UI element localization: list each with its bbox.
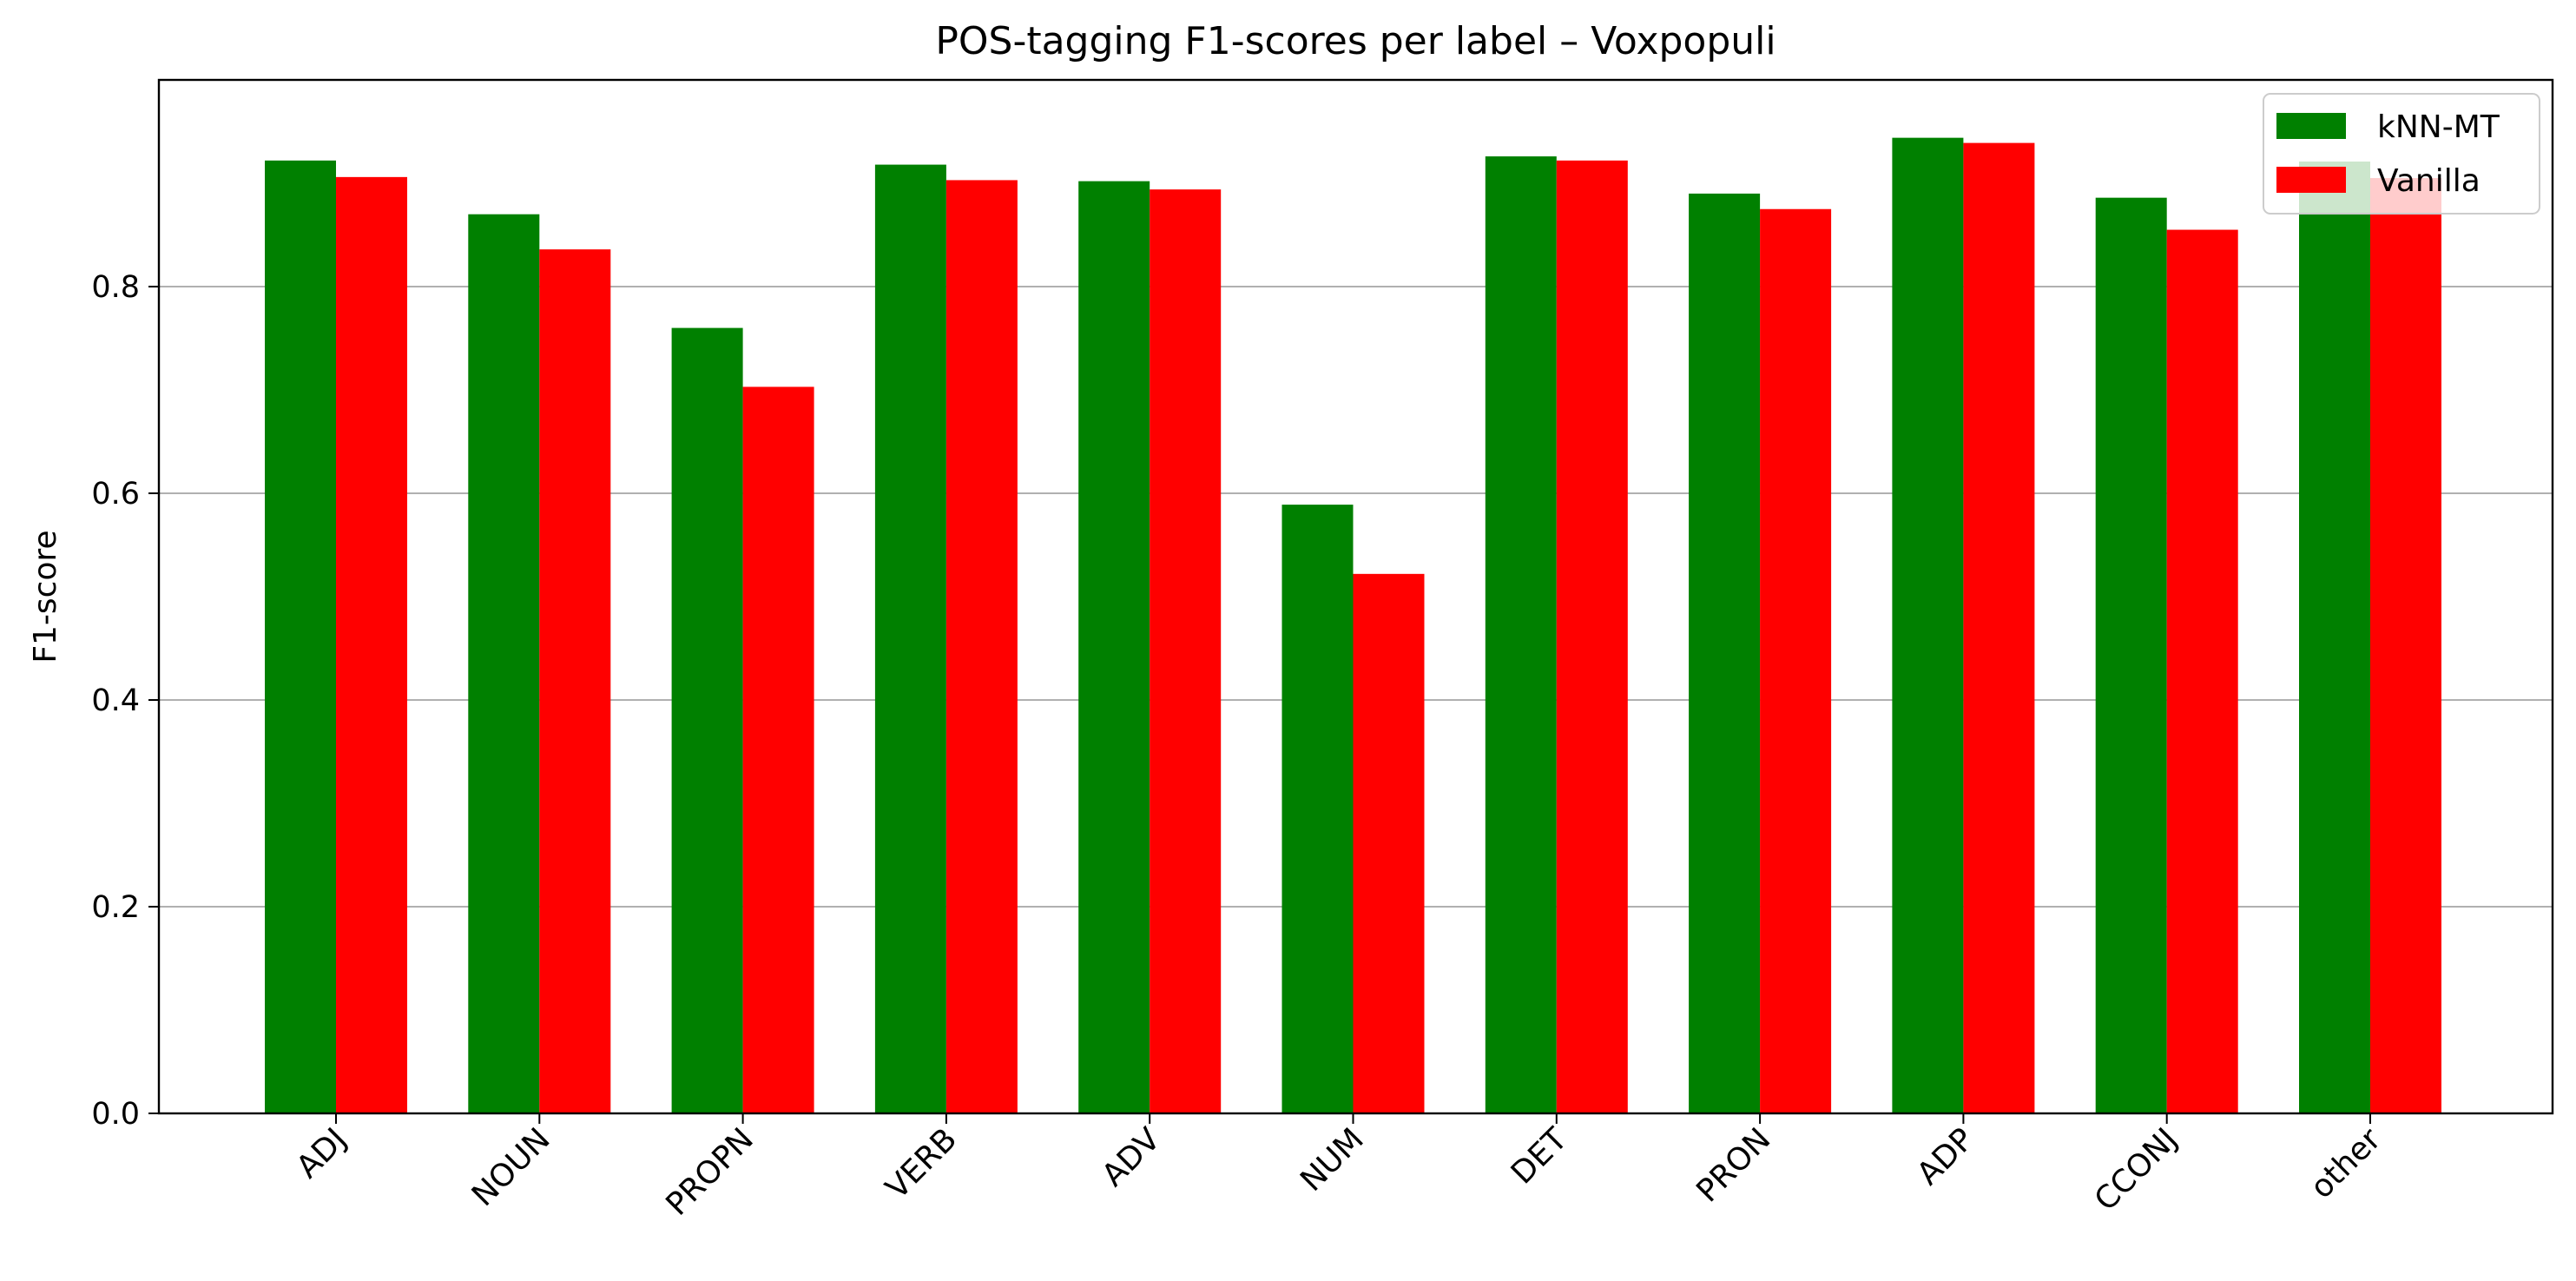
bar-vanilla-adp bbox=[1963, 142, 2035, 1114]
bar-knn-mt-propn bbox=[671, 327, 743, 1114]
bar-vanilla-cconj bbox=[2166, 229, 2238, 1113]
bar-knn-mt-adv bbox=[1078, 181, 1150, 1113]
bar-vanilla-det bbox=[1556, 160, 1628, 1113]
chart-title: POS-tagging F1-scores per label – Voxpop… bbox=[935, 19, 1776, 63]
bar-vanilla-pron bbox=[1760, 208, 1832, 1113]
y-tick-label: 0.4 bbox=[91, 683, 140, 718]
y-tick-label: 0.6 bbox=[91, 477, 140, 512]
bar-knn-mt-num bbox=[1281, 505, 1354, 1113]
y-tick-label: 0.0 bbox=[91, 1097, 140, 1132]
bar-vanilla-other bbox=[2370, 178, 2441, 1113]
y-axis-ticks: 0.0 0.2 0.4 0.6 0.8 bbox=[91, 270, 159, 1132]
legend-label: Vanilla bbox=[2377, 163, 2480, 199]
bar-knn-mt-adj bbox=[265, 160, 336, 1113]
legend-swatch bbox=[2276, 113, 2346, 139]
bars-layer bbox=[265, 137, 2441, 1114]
legend-label: kNN-MT bbox=[2377, 109, 2500, 145]
bar-knn-mt-cconj bbox=[2095, 197, 2167, 1113]
bar-vanilla-propn bbox=[742, 386, 814, 1113]
bar-knn-mt-det bbox=[1485, 156, 1557, 1113]
bar-vanilla-noun bbox=[539, 249, 611, 1113]
bar-vanilla-num bbox=[1353, 573, 1425, 1113]
legend: kNN-MT Vanilla bbox=[2263, 93, 2540, 215]
y-tick-label: 0.8 bbox=[91, 270, 140, 305]
plot-frame bbox=[157, 78, 2554, 1115]
bar-vanilla-adv bbox=[1150, 189, 1222, 1113]
y-tick-label: 0.2 bbox=[91, 890, 140, 925]
bar-vanilla-adj bbox=[336, 176, 407, 1114]
bar-knn-mt-pron bbox=[1689, 193, 1761, 1113]
bar-vanilla-verb bbox=[945, 180, 1018, 1114]
bar-knn-mt-adp bbox=[1892, 137, 1964, 1113]
bar-knn-mt-other bbox=[2299, 162, 2370, 1113]
y-axis-label: F1-score bbox=[28, 530, 63, 663]
legend-swatch bbox=[2276, 167, 2346, 193]
bar-knn-mt-verb bbox=[874, 164, 946, 1114]
bar-knn-mt-noun bbox=[468, 214, 540, 1114]
